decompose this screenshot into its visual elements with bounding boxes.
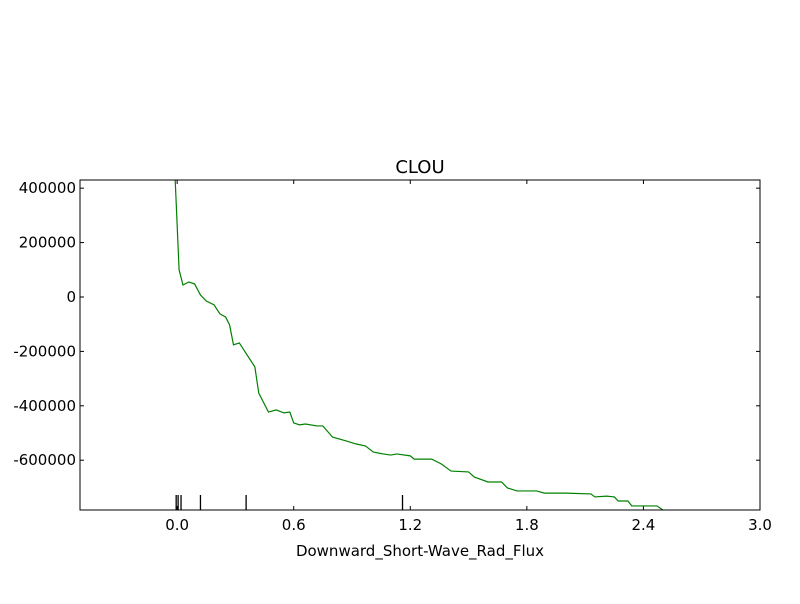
y-tick-label: -400000 bbox=[13, 397, 76, 415]
plot-frame bbox=[79, 179, 761, 511]
line bbox=[174, 180, 664, 510]
x-tick-label: 0.6 bbox=[282, 516, 306, 534]
x-tick-label: 3.0 bbox=[748, 516, 772, 534]
x-tick-label: 1.8 bbox=[515, 516, 539, 534]
x-axis-label: Downward_Short-Wave_Rad_Flux bbox=[296, 542, 544, 561]
x-tick-label: 0.0 bbox=[165, 516, 189, 534]
y-tick-label: 0 bbox=[66, 288, 76, 306]
y-tick-label: -200000 bbox=[13, 342, 76, 360]
y-tick-label: 400000 bbox=[19, 179, 76, 197]
x-tick-label: 2.4 bbox=[631, 516, 655, 534]
x-tick-label: 1.2 bbox=[398, 516, 422, 534]
y-tick-label: -600000 bbox=[13, 451, 76, 469]
chart-title: CLOU bbox=[395, 157, 444, 178]
y-tick-label: 200000 bbox=[19, 234, 76, 252]
